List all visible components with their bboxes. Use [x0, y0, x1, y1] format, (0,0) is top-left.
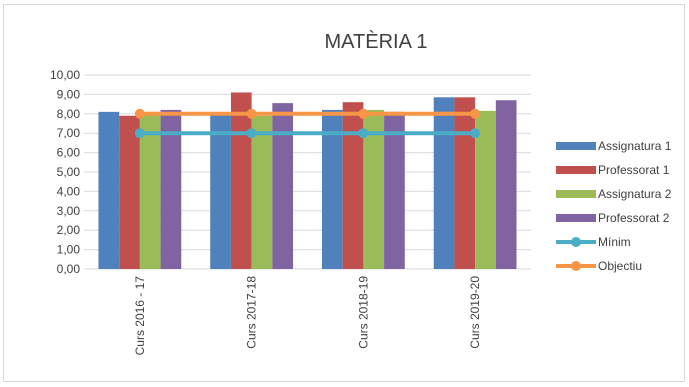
legend-label: Assignatura 1	[598, 139, 672, 153]
bar	[363, 109, 385, 269]
bar	[119, 115, 140, 270]
y-tick-label: 5,00	[57, 165, 81, 179]
bar	[210, 113, 231, 269]
legend-label: Objectiu	[598, 259, 642, 273]
line-point	[246, 128, 257, 139]
x-tick-label: Curs 2018-19	[356, 276, 370, 349]
x-tick-label: Curs 2019-20	[468, 276, 482, 349]
bar	[98, 111, 120, 269]
bar	[454, 97, 476, 269]
chart-frame: MATÈRIA 1 0,00 1,00 2,00 3,00 4,00 5,00 6,00 7,…	[3, 4, 685, 382]
bar	[495, 100, 517, 269]
y-axis-tick-labels: 0,00 1,00 2,00 3,00 4,00 5,00 6,00 7,00 8,00 9,00…	[50, 68, 80, 276]
bar	[384, 111, 405, 269]
bar	[251, 115, 273, 270]
bar	[272, 103, 294, 269]
legend-marker	[571, 261, 581, 271]
legend-swatch	[556, 190, 596, 198]
y-tick-label: 0,00	[57, 262, 81, 276]
y-tick-label: 1,00	[57, 243, 81, 257]
bar	[160, 109, 182, 269]
bars	[98, 92, 517, 270]
legend-label: Professorat 2	[598, 211, 670, 225]
legend-swatch	[556, 142, 596, 150]
legend-label: Mínim	[598, 235, 631, 249]
y-tick-label: 10,00	[50, 68, 80, 82]
legend: Assignatura 1 Professorat 1 Assignatura 2 P…	[556, 139, 672, 273]
line-point	[134, 128, 145, 139]
y-tick-label: 2,00	[57, 223, 81, 237]
legend-marker	[571, 237, 581, 247]
line-point	[134, 108, 145, 119]
bar	[230, 92, 252, 270]
bar	[321, 109, 343, 269]
bar	[342, 102, 364, 269]
line-point	[246, 108, 257, 119]
chart-svg: MATÈRIA 1 0,00 1,00 2,00 3,00 4,00 5,00 6,00 7,…	[50, 30, 672, 356]
chart-title: MATÈRIA 1	[325, 30, 428, 53]
bar	[139, 111, 161, 269]
legend-label: Professorat 1	[598, 163, 670, 177]
bar	[433, 97, 455, 269]
x-tick-label: Curs 2016 - 17	[133, 276, 147, 356]
y-tick-label: 7,00	[57, 126, 81, 140]
legend-swatch	[556, 214, 596, 222]
line-point	[470, 108, 481, 119]
y-tick-label: 8,00	[57, 107, 81, 121]
line-point	[470, 128, 481, 139]
legend-label: Assignatura 2	[598, 187, 672, 201]
line-point	[358, 108, 369, 119]
x-axis-tick-labels: Curs 2016 - 17 Curs 2017-18 Curs 2018-19 Cu…	[133, 276, 482, 356]
bar	[475, 110, 496, 269]
line-point	[358, 128, 369, 139]
x-tick-label: Curs 2017-18	[245, 276, 259, 349]
y-tick-label: 9,00	[57, 87, 81, 101]
legend-swatch	[556, 166, 596, 174]
y-tick-label: 6,00	[57, 146, 81, 160]
y-tick-label: 4,00	[57, 184, 81, 198]
lines	[134, 108, 481, 139]
y-tick-label: 3,00	[57, 204, 81, 218]
